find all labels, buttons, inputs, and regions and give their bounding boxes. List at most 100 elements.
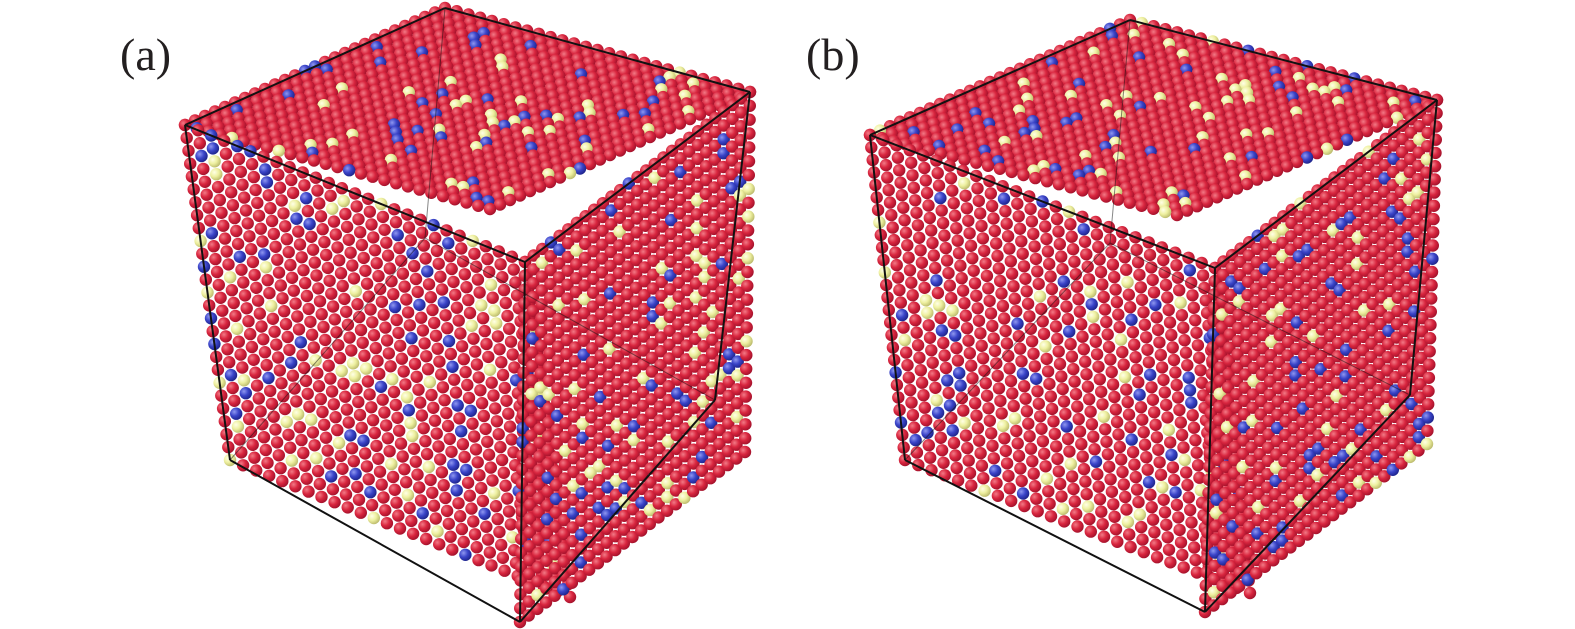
atom [705, 375, 718, 388]
atom [471, 456, 484, 469]
atom [1223, 341, 1236, 354]
atom [927, 249, 940, 262]
atom [388, 483, 401, 496]
atom [946, 184, 959, 197]
atom [1157, 373, 1170, 387]
atom [726, 126, 739, 139]
atom [513, 189, 527, 202]
atom [1387, 437, 1400, 450]
atom [654, 386, 667, 399]
cube-edge [1204, 394, 1411, 613]
atom [672, 304, 685, 317]
atom [448, 373, 461, 386]
atom [416, 324, 430, 337]
atom [215, 206, 228, 219]
atom [230, 322, 244, 335]
atom [197, 162, 210, 176]
atom [934, 311, 947, 325]
atom [990, 237, 1003, 250]
atom [525, 373, 539, 387]
atom [1327, 495, 1340, 508]
atom [576, 403, 590, 417]
atom [934, 431, 947, 444]
atom [1042, 485, 1055, 498]
atom [533, 180, 547, 193]
atom [1269, 488, 1282, 501]
atom [672, 276, 685, 289]
atom [986, 319, 999, 333]
atom [1315, 323, 1329, 336]
atom [439, 491, 452, 505]
atom [376, 393, 389, 406]
atom [1016, 487, 1030, 500]
atom [393, 241, 406, 255]
atom [1019, 272, 1032, 285]
atom [483, 546, 496, 559]
atom [344, 429, 357, 442]
atom [696, 381, 710, 394]
atom [1276, 534, 1289, 547]
atom [541, 485, 554, 498]
atom [1010, 424, 1023, 438]
atom [287, 284, 300, 297]
atom [885, 208, 898, 222]
atom [366, 316, 379, 329]
atom [1226, 533, 1239, 546]
atom [1217, 540, 1230, 553]
atom [714, 327, 728, 340]
atom [594, 349, 607, 362]
atom [218, 232, 232, 245]
atom [739, 390, 752, 403]
atom [1084, 285, 1097, 298]
atom [1317, 257, 1330, 270]
atom [647, 268, 660, 281]
atom [1137, 306, 1150, 319]
atom [1412, 431, 1426, 444]
atom [338, 292, 351, 306]
atom [1327, 197, 1341, 211]
atom [1025, 215, 1039, 228]
atom [1415, 351, 1428, 364]
atom [475, 397, 489, 410]
atom [417, 422, 430, 435]
atom [942, 266, 955, 280]
atom [316, 405, 329, 419]
atom [331, 423, 344, 437]
atom [1291, 303, 1304, 316]
atom [482, 448, 496, 461]
atom [279, 317, 293, 331]
panel-label: (a) [120, 29, 171, 80]
atom [985, 199, 999, 213]
atom [655, 262, 669, 275]
atom [270, 436, 284, 449]
atom [1084, 525, 1098, 538]
atom [1080, 248, 1093, 261]
atom [967, 384, 980, 397]
atom [1110, 415, 1124, 429]
atom [974, 207, 987, 220]
atom [1162, 423, 1176, 437]
atom [395, 352, 409, 365]
atom [698, 298, 711, 311]
atom [730, 452, 743, 465]
atom [1011, 437, 1024, 450]
atom [1257, 302, 1271, 315]
atom [696, 395, 710, 408]
atom [272, 168, 285, 181]
atom [224, 368, 238, 382]
atom [307, 341, 320, 354]
atom [244, 327, 257, 341]
atom [1017, 260, 1031, 273]
atom [339, 207, 352, 221]
cube-b [863, 13, 1444, 619]
atom [1359, 264, 1372, 277]
atom [1148, 406, 1161, 419]
atom [1078, 235, 1092, 248]
atom [558, 500, 571, 513]
atom [699, 187, 712, 201]
atom [1362, 443, 1375, 456]
atom [225, 284, 239, 297]
atom [1134, 281, 1148, 294]
atom [350, 382, 363, 396]
atom [1157, 493, 1170, 506]
